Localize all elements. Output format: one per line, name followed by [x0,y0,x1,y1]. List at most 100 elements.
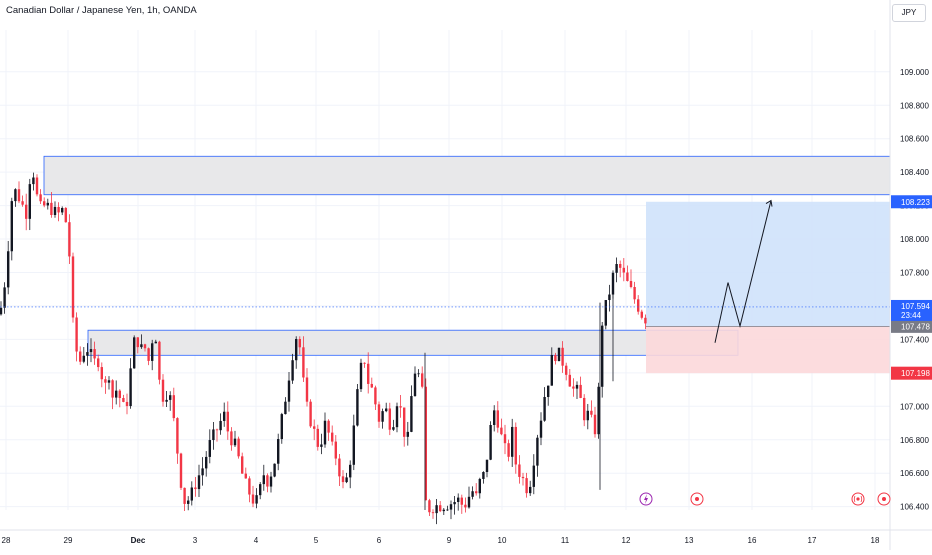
candle-body [39,194,42,202]
candle-body [284,401,287,415]
candle-body [212,429,215,441]
candle-body [421,373,424,387]
entry-price-label-bg [891,319,932,333]
candle-body [352,425,355,465]
candle-body [176,418,179,454]
entry-price-label: 107.478 [901,322,930,331]
candle-body [61,207,64,213]
candle-body [629,280,633,287]
projection-path[interactable] [714,200,772,343]
candle-body [496,410,499,428]
target-dot [695,497,699,501]
candle-body [197,475,201,490]
demand-zone[interactable] [87,329,739,356]
target-icon[interactable] [877,492,891,506]
candle-body [478,478,481,494]
candle-body [453,501,456,505]
candle-body [50,202,53,215]
candle-body [417,373,420,375]
candle-body [187,500,190,504]
y-tick-label: 106.600 [900,469,929,478]
candle-body [158,341,161,380]
candle-body [79,351,82,362]
candle-body [104,379,107,383]
candle-body [439,505,442,512]
candle-body [71,256,75,318]
candle-body [75,317,78,352]
y-tick-label: 108.400 [900,168,929,177]
stop-area[interactable] [646,326,890,374]
candle-body [633,286,636,300]
candle-body [179,453,183,488]
zones-layer[interactable] [43,155,891,374]
candle-body [7,251,10,288]
supply-zone[interactable] [43,155,891,196]
x-tick-label: 5 [314,536,319,545]
x-tick-label: 12 [622,536,631,545]
candle-body [143,344,147,349]
candle-body [449,504,453,510]
candle-body [201,468,204,476]
candle-body [550,355,553,386]
candle-body [367,363,370,384]
candle-body [194,487,197,490]
candle-body [298,338,301,348]
candle-body [615,264,618,273]
candle-body [597,386,600,435]
candle-body [309,401,312,427]
lightning-icon[interactable] [639,492,653,506]
candle-body [14,189,17,202]
candle-body [363,362,366,364]
events-layer[interactable] [639,492,891,506]
candle-body [208,440,211,457]
y-tick-label: 106.400 [900,503,929,512]
candle-body [277,439,280,464]
candle-body [644,317,647,324]
target-area[interactable] [646,201,890,327]
candle-body [266,475,269,487]
candle-body [500,427,503,435]
candle-body [410,396,413,432]
overlay-layer[interactable] [0,199,890,343]
candle-body [482,472,485,479]
y-tick-label: 109.000 [900,68,929,77]
candle-body [68,222,71,257]
candle-body [17,189,21,202]
candle-body [460,497,463,505]
x-tick-label: Dec [131,536,146,545]
candle-body [183,487,186,504]
candle-body [269,476,273,487]
candle-body [172,395,175,419]
y-tick-label: 108.600 [900,135,929,144]
x-tick-label: 4 [254,536,259,545]
candle-body [489,424,492,460]
candle-body [503,434,507,444]
x-tick-label: 3 [193,536,198,545]
stop-price-label-bg [891,366,932,380]
broadcast-dot [856,497,860,501]
candle-body [10,201,13,252]
broadcast-icon[interactable] [851,492,865,506]
candle-body [590,410,593,415]
candle-body [622,267,625,273]
candle-body [536,437,539,466]
candle-body [561,347,564,366]
currency-button[interactable]: JPY [892,4,926,22]
x-tick-label: 16 [748,536,757,545]
candle-body [327,420,330,433]
candle-body [435,505,438,514]
candle-body [529,486,532,494]
candle-body [543,396,546,421]
candle-body [511,426,514,457]
x-tick-label: 11 [561,536,570,545]
candle-body [226,411,229,432]
candle-body [331,432,334,442]
candle-body [392,427,395,430]
target-icon[interactable] [690,492,704,506]
candle-body [82,355,85,362]
candle-body [374,387,377,405]
target-price-label: 108.223 [901,198,930,207]
candle-body [619,264,622,268]
